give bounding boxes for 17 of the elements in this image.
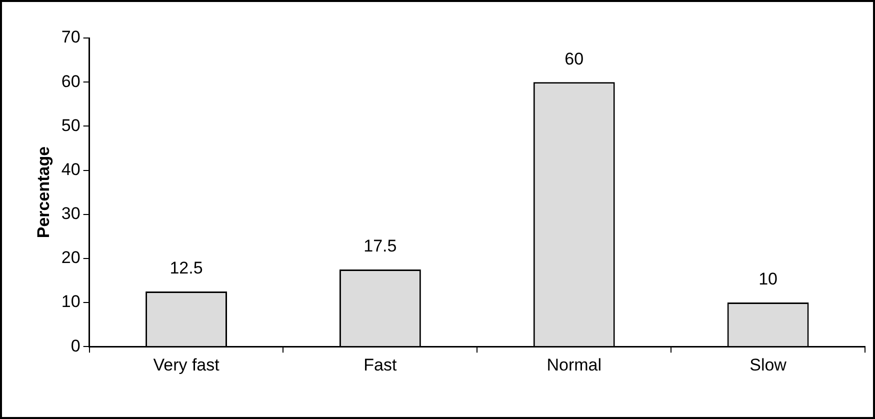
x-tick-label: Fast <box>364 355 397 374</box>
y-tick-label: 30 <box>61 204 80 224</box>
data-label: 17.5 <box>364 236 397 256</box>
x-tick-label: Very fast <box>153 355 220 374</box>
data-label: 60 <box>564 49 584 68</box>
y-tick-label: 50 <box>61 116 80 135</box>
y-tick-label: 40 <box>61 160 80 179</box>
y-tick-label: 20 <box>61 248 80 268</box>
x-tick-label: Normal <box>546 355 602 374</box>
y-axis-title: Percentage <box>34 146 53 238</box>
data-label: 10 <box>758 270 778 289</box>
y-tick-label: 60 <box>61 72 80 91</box>
data-label: 12.5 <box>170 258 203 278</box>
y-tick-label: 0 <box>70 336 80 356</box>
y-tick-label: 10 <box>61 292 80 312</box>
x-tick-label: Slow <box>750 355 788 374</box>
y-tick-label: 70 <box>61 28 80 47</box>
